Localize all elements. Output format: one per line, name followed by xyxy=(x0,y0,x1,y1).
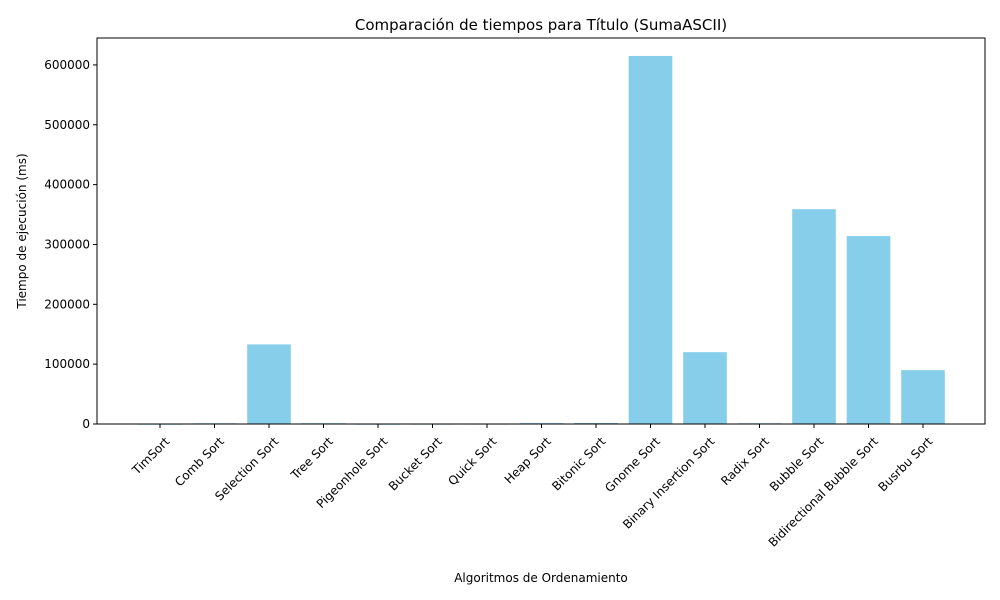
chart-title: Comparación de tiempos para Título (Suma… xyxy=(355,16,727,34)
y-axis-title: Tiempo de ejecución (ms) xyxy=(15,153,29,309)
x-tick-label: Gnome Sort xyxy=(602,434,663,495)
bar-bitonic-sort xyxy=(574,422,618,424)
y-axis: 0 100000 200000 300000 400000 500000 600000 xyxy=(44,58,97,431)
bar-busrbu-sort xyxy=(901,370,945,424)
y-tick-label: 600000 xyxy=(44,58,90,72)
bar-binary-insertion-sort xyxy=(683,352,727,424)
x-tick-label: Comb Sort xyxy=(172,434,227,489)
y-tick-label: 100000 xyxy=(44,357,90,371)
x-tick-label: Heap Sort xyxy=(502,434,554,486)
bar-bubble-sort xyxy=(792,209,836,424)
x-tick-label: Bidirectional Bubble Sort xyxy=(766,434,881,549)
y-tick-label: 400000 xyxy=(44,178,90,192)
x-tick-label: Bucket Sort xyxy=(386,434,445,493)
x-tick-label: Radix Sort xyxy=(718,434,772,488)
y-tick-label: 0 xyxy=(82,417,90,431)
x-tick-label: Bubble Sort xyxy=(767,434,827,494)
bars-group xyxy=(138,55,945,425)
x-tick-label: TimSort xyxy=(129,434,173,478)
bar-bidirectional-bubble-sort xyxy=(846,236,891,424)
x-tick-label: Quick Sort xyxy=(445,434,499,488)
x-axis-title: Algoritmos de Ordenamiento xyxy=(454,571,628,585)
x-tick-label: Tree Sort xyxy=(287,434,336,483)
y-tick-label: 500000 xyxy=(44,118,90,132)
y-tick-label: 200000 xyxy=(44,297,90,311)
y-tick-label: 300000 xyxy=(44,237,90,251)
x-tick-label: Busrbu Sort xyxy=(875,434,935,494)
x-tick-label: Bitonic Sort xyxy=(549,434,608,493)
x-tick-label: Binary Insertion Sort xyxy=(620,434,717,531)
bar-gnome-sort xyxy=(628,55,673,424)
bar-selection-sort xyxy=(247,344,291,424)
